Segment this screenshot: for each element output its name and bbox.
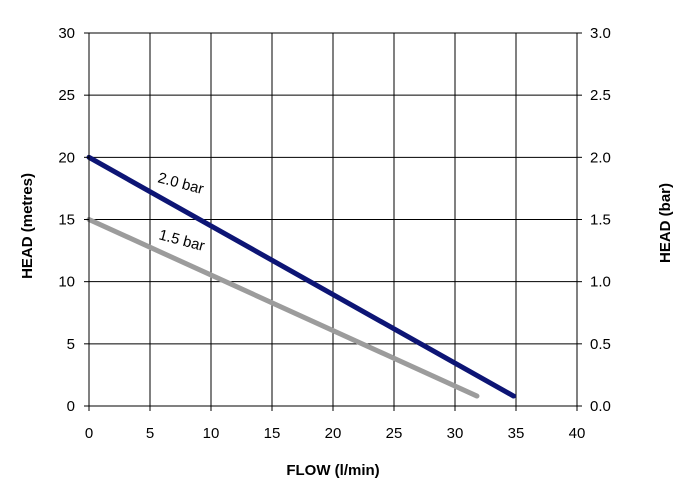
y2-tick-label: 0.0 xyxy=(590,398,611,415)
y-tick-label: 20 xyxy=(58,149,75,166)
series-labels: 2.0 bar 1.5 bar xyxy=(156,169,207,255)
series-layer xyxy=(86,154,517,399)
x-tick-label: 15 xyxy=(264,425,281,442)
x-tick-label: 5 xyxy=(146,425,154,442)
y-tick-label: 10 xyxy=(58,274,75,291)
y2-tick-label: 3.0 xyxy=(590,25,611,42)
x-tick-label: 20 xyxy=(325,425,342,442)
y-tick-label: 15 xyxy=(58,212,75,229)
x-tick-label: 0 xyxy=(85,425,93,442)
y-tick-label: 25 xyxy=(58,87,75,104)
y2-tick-label: 2.0 xyxy=(590,149,611,166)
x-tick-label: 10 xyxy=(203,425,220,442)
y-axis-title: HEAD (metres) xyxy=(19,173,36,279)
x-tick-label: 30 xyxy=(447,425,464,442)
series-line-2-0-bar xyxy=(86,154,517,399)
y2-tick-label: 1.5 xyxy=(590,212,611,229)
ticks: 0 5 10 15 20 25 30 35 40 0 0.0 5 0.5 10 1.0 15 1.5 20 2.0 2… xyxy=(58,25,611,442)
y2-tick-label: 0.5 xyxy=(590,336,611,353)
x-axis-title: FLOW (l/min) xyxy=(286,462,379,479)
y-tick-label: 5 xyxy=(67,336,75,353)
y2-tick-label: 1.0 xyxy=(590,274,611,291)
series-label-1-5-bar: 1.5 bar xyxy=(157,226,207,255)
x-tick-label: 40 xyxy=(569,425,586,442)
y-tick-label: 0 xyxy=(67,398,75,415)
y2-tick-label: 2.5 xyxy=(590,87,611,104)
x-tick-label: 25 xyxy=(386,425,403,442)
grid xyxy=(89,33,577,406)
y-tick-label: 30 xyxy=(58,25,75,42)
x-tick-label: 35 xyxy=(508,425,525,442)
series-line-1-5-bar xyxy=(86,217,480,399)
series-label-2-0-bar: 2.0 bar xyxy=(156,169,206,198)
y2-axis-title: HEAD (bar) xyxy=(657,183,674,263)
